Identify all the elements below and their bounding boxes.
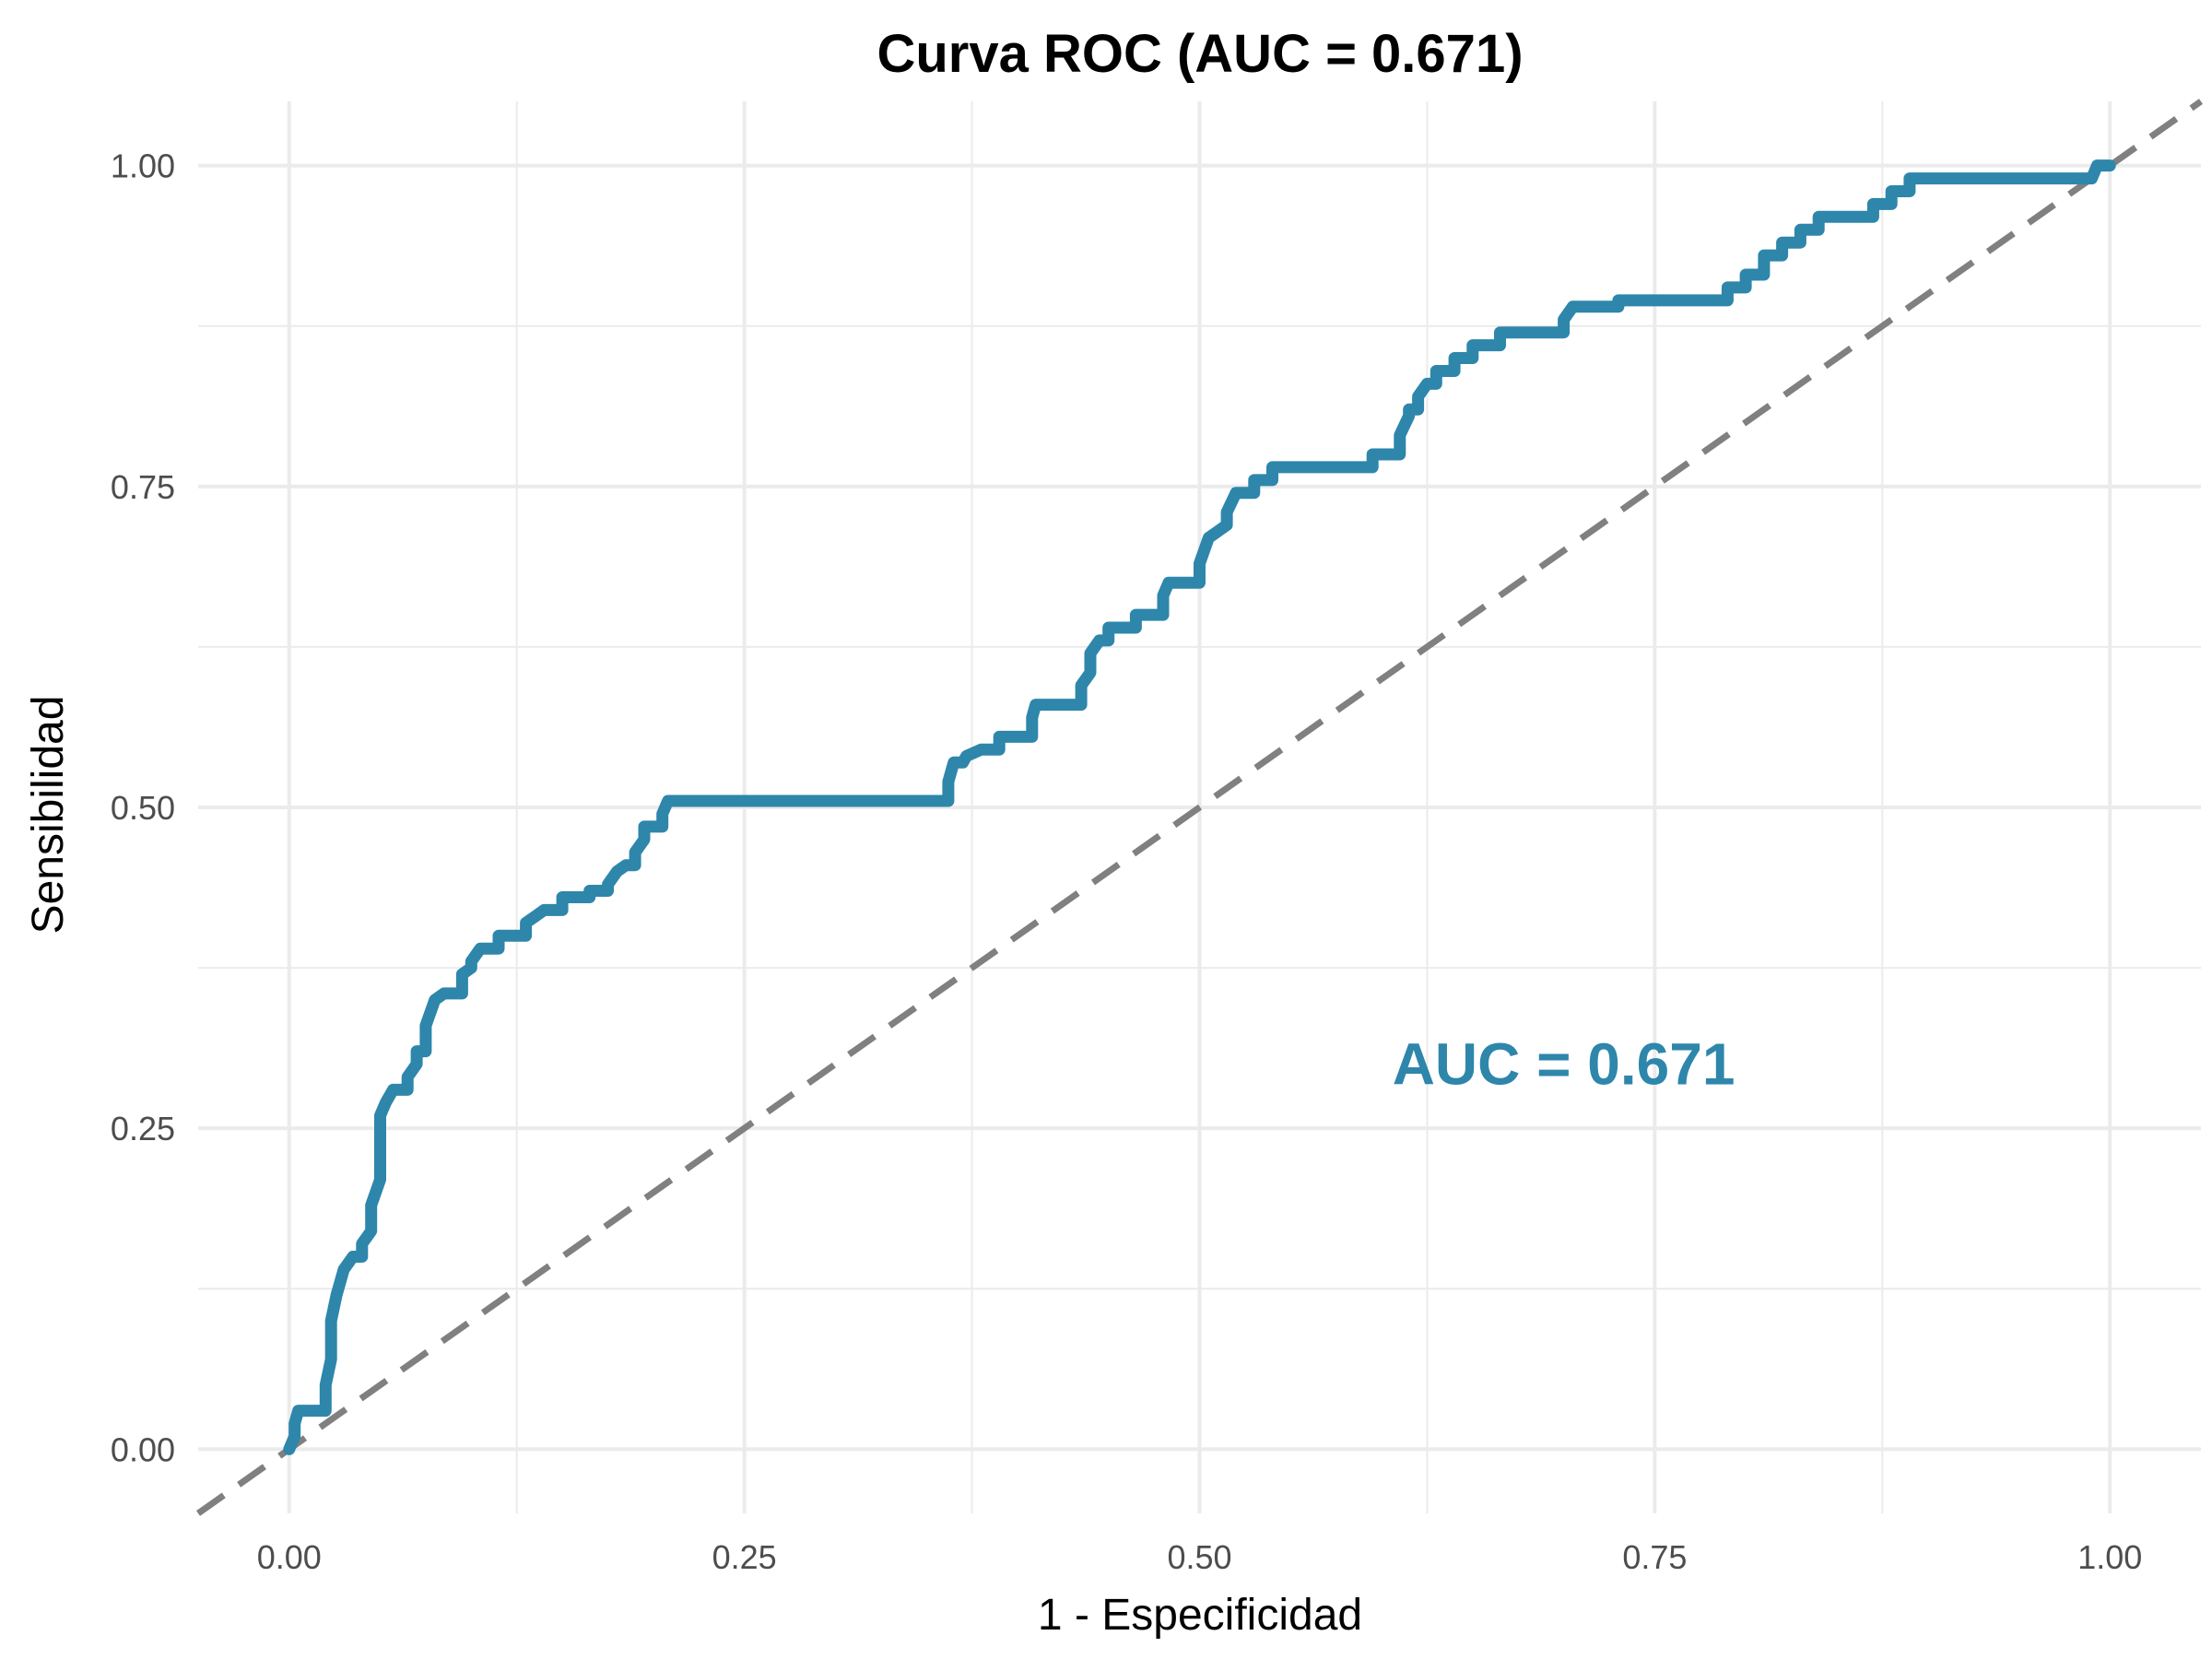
reference-line-group <box>195 99 2204 1516</box>
y-tick-label-4: 1.00 <box>111 147 175 185</box>
y-tick-label-0: 0.00 <box>111 1430 175 1468</box>
y-axis-title: Sensibilidad <box>24 696 73 935</box>
y-tick-label-2: 0.50 <box>111 789 175 827</box>
x-tick-label-4: 1.00 <box>2077 1538 2142 1576</box>
x-tick-label-0: 0.00 <box>257 1538 322 1576</box>
roc-curve-group <box>283 159 2116 1455</box>
y-tick-label-3: 0.75 <box>111 468 175 506</box>
chart-title: Curva ROC (AUC = 0.671) <box>877 24 1523 84</box>
y-tick-label-1: 0.25 <box>111 1110 175 1147</box>
x-tick-label-3: 0.75 <box>1622 1538 1687 1576</box>
reference-diagonal-line <box>195 99 2204 1516</box>
x-tick-label-1: 0.25 <box>712 1538 777 1576</box>
tick-labels: 0.00 0.25 0.50 0.75 1.00 0.00 0.25 0.50 0.75 1.00 <box>111 147 2142 1576</box>
gridlines <box>198 101 2201 1513</box>
auc-annotation: AUC = 0.671 <box>1393 1031 1735 1098</box>
x-tick-label-2: 0.50 <box>1167 1538 1231 1576</box>
roc-curve-line <box>283 159 2116 1455</box>
x-axis-title: 1 - Especificidad <box>1038 1591 1362 1640</box>
